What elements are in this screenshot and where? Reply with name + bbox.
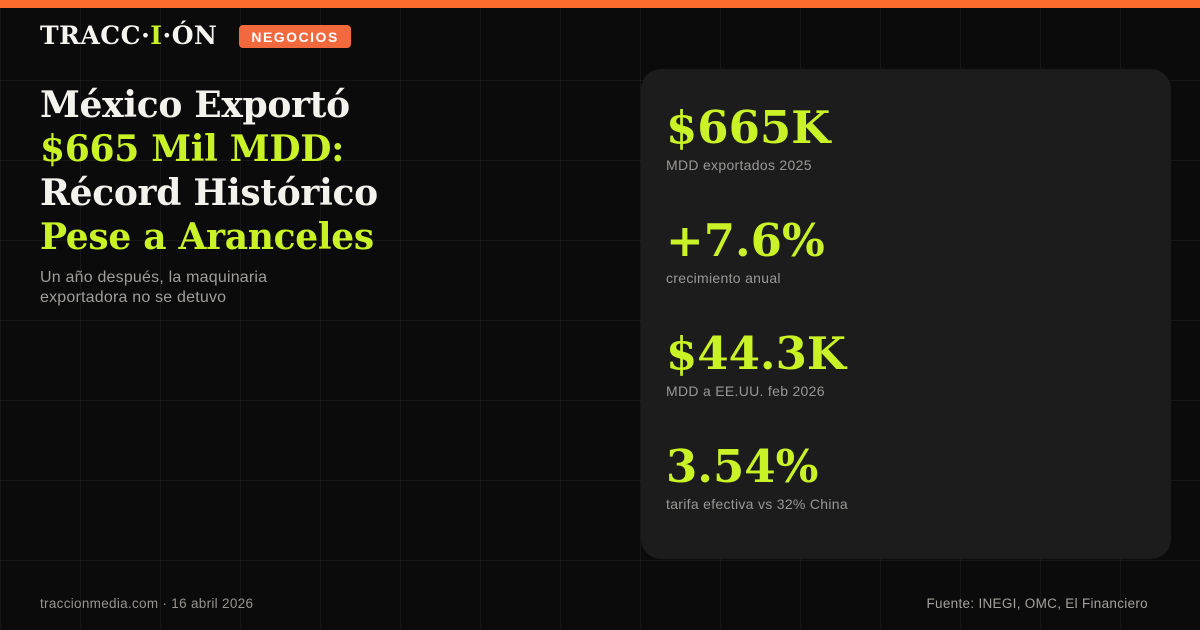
subtitle: Un año después, la maquinaria exportador… bbox=[40, 269, 268, 306]
stat-label: tarifa efectiva vs 32% China bbox=[666, 496, 848, 512]
section-badge: NEGOCIOS bbox=[239, 24, 351, 48]
logo-accent-letter: I bbox=[150, 21, 163, 50]
stat-value: 3.54% bbox=[666, 440, 819, 493]
stat-value: $665K bbox=[666, 101, 831, 154]
headline-line-3: Récord Histórico bbox=[40, 172, 378, 214]
stat-exports-total: $665K MDD exportados 2025 bbox=[666, 105, 1146, 173]
stat-label: MDD a EE.UU. feb 2026 bbox=[666, 383, 825, 399]
stat-exports-usa: $44.3K MDD a EE.UU. feb 2026 bbox=[666, 331, 1146, 399]
stat-annual-growth: +7.6% crecimiento anual bbox=[666, 218, 1146, 286]
headline-line-4: Pese a Aranceles bbox=[40, 216, 374, 258]
logo-right: ·ÓN bbox=[162, 21, 218, 50]
stats-panel: $665K MDD exportados 2025 +7.6% crecimie… bbox=[641, 69, 1171, 559]
headline-line-1: México Exportó bbox=[40, 84, 350, 126]
stat-value: $44.3K bbox=[666, 327, 847, 380]
stat-value: +7.6% bbox=[666, 214, 825, 267]
stat-label: crecimiento anual bbox=[666, 270, 781, 286]
stat-label: MDD exportados 2025 bbox=[666, 157, 812, 173]
top-accent-bar bbox=[0, 0, 1200, 8]
headline-line-2: $665 Mil MDD: bbox=[40, 128, 345, 170]
headline: México Exportó $665 Mil MDD: Récord Hist… bbox=[40, 83, 378, 259]
stat-effective-tariff: 3.54% tarifa efectiva vs 32% China bbox=[666, 444, 1146, 512]
brand-logo: TRACC·I·ÓN bbox=[40, 22, 217, 50]
header: TRACC·I·ÓN NEGOCIOS bbox=[40, 22, 351, 50]
footer-sources: Fuente: INEGI, OMC, El Financiero bbox=[926, 596, 1148, 611]
logo-left: TRACC· bbox=[40, 21, 151, 50]
footer-site-date: traccionmedia.com · 16 abril 2026 bbox=[40, 596, 254, 611]
